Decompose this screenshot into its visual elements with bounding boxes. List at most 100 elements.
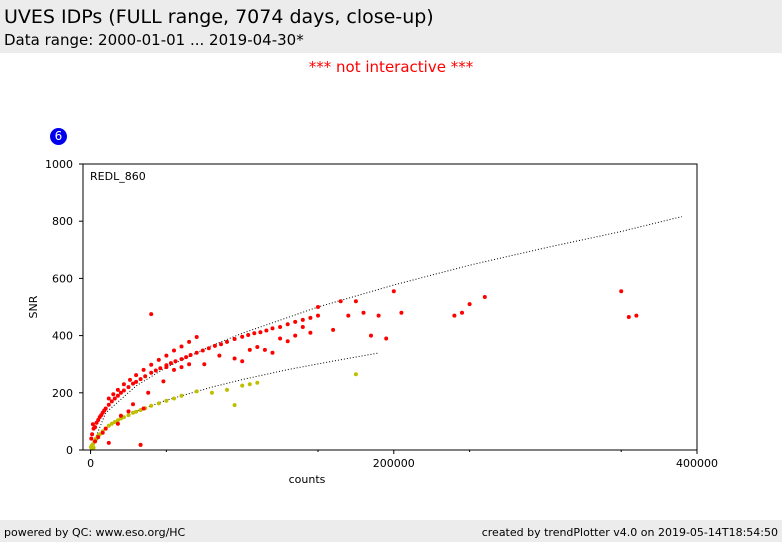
data-point <box>138 377 143 382</box>
data-point <box>115 418 120 423</box>
data-point <box>103 406 108 411</box>
data-point <box>240 334 245 339</box>
footer-bar: powered by QC: www.eso.org/HC created by… <box>0 520 782 542</box>
data-point <box>161 379 166 384</box>
data-point <box>134 373 139 378</box>
data-point <box>112 396 117 401</box>
data-point <box>188 353 193 357</box>
data-point <box>255 345 260 349</box>
x-tick-label: 400000 <box>676 457 718 470</box>
data-point <box>168 361 173 366</box>
data-point <box>121 382 126 387</box>
y-tick-label: 1000 <box>45 158 73 171</box>
data-point <box>118 416 123 421</box>
data-point <box>109 399 114 404</box>
data-point <box>278 325 283 329</box>
data-point <box>619 289 624 294</box>
data-point <box>106 402 111 407</box>
data-point <box>452 313 457 318</box>
data-point <box>103 426 108 431</box>
data-point <box>200 348 205 353</box>
data-point <box>369 333 373 338</box>
data-point <box>90 422 95 427</box>
data-point <box>232 403 237 408</box>
data-point <box>115 421 120 426</box>
data-point <box>384 336 389 341</box>
data-point <box>255 380 260 385</box>
data-point <box>209 390 214 395</box>
data-point <box>391 289 396 294</box>
data-point <box>149 312 154 317</box>
data-point <box>252 331 257 336</box>
data-point <box>194 335 199 339</box>
data-point <box>246 333 251 337</box>
data-point <box>232 337 237 341</box>
footer-created-by: created by trendPlotter v4.0 on 2019-05-… <box>481 526 778 539</box>
data-point <box>134 409 139 414</box>
data-point <box>285 339 290 344</box>
data-point <box>270 326 275 331</box>
panel-label: REDL_860 <box>90 170 146 183</box>
data-point <box>115 393 120 398</box>
data-point <box>247 347 252 352</box>
data-point <box>173 359 178 364</box>
data-point <box>240 383 245 388</box>
data-point <box>158 366 163 371</box>
y-tick-label: 200 <box>52 387 73 400</box>
data-point <box>106 440 111 445</box>
data-point <box>634 313 639 318</box>
x-axis-label: counts <box>289 473 326 486</box>
x-tick-label: 0 <box>87 457 94 470</box>
data-point <box>247 382 252 387</box>
data-point <box>93 439 98 444</box>
data-point <box>353 299 358 304</box>
data-point <box>141 367 146 372</box>
data-point <box>179 365 184 370</box>
data-point <box>138 442 143 447</box>
data-points <box>89 289 639 451</box>
data-point <box>353 372 358 377</box>
data-point <box>217 353 222 358</box>
reference-curves <box>90 216 682 451</box>
data-point <box>270 350 275 355</box>
data-range-subtitle: Data range: 2000-01-01 ... 2019-04-30* <box>4 31 304 49</box>
data-point <box>156 357 161 362</box>
data-point <box>131 381 135 386</box>
data-point <box>187 362 192 367</box>
footer-powered-by: powered by QC: www.eso.org/HC <box>4 526 186 539</box>
data-point <box>232 356 237 361</box>
data-point <box>126 409 131 414</box>
data-point <box>225 387 229 392</box>
reference-curve <box>90 352 379 451</box>
data-point <box>121 388 126 393</box>
data-point <box>89 436 94 441</box>
data-point <box>361 310 366 315</box>
data-point <box>109 421 114 426</box>
data-point <box>399 310 404 315</box>
x-tick-label: 200000 <box>373 457 415 470</box>
data-point <box>285 322 290 327</box>
data-point <box>149 370 154 375</box>
data-point <box>300 325 305 329</box>
data-point <box>225 339 229 344</box>
y-tick-label: 800 <box>52 215 73 228</box>
y-tick-label: 0 <box>66 444 73 457</box>
data-point <box>126 385 131 390</box>
data-point <box>134 379 139 384</box>
y-tick-label: 400 <box>52 330 73 343</box>
data-point <box>240 359 245 364</box>
data-point <box>131 410 135 415</box>
series-red <box>89 289 639 447</box>
data-point <box>308 315 313 320</box>
data-point <box>316 305 320 309</box>
data-point <box>194 350 199 355</box>
data-point <box>626 315 631 319</box>
data-point <box>346 313 351 318</box>
data-point <box>278 336 283 341</box>
data-point <box>118 413 123 418</box>
data-point <box>262 347 267 352</box>
data-point <box>164 398 169 403</box>
data-point <box>91 445 96 450</box>
plot-frame <box>82 163 698 451</box>
